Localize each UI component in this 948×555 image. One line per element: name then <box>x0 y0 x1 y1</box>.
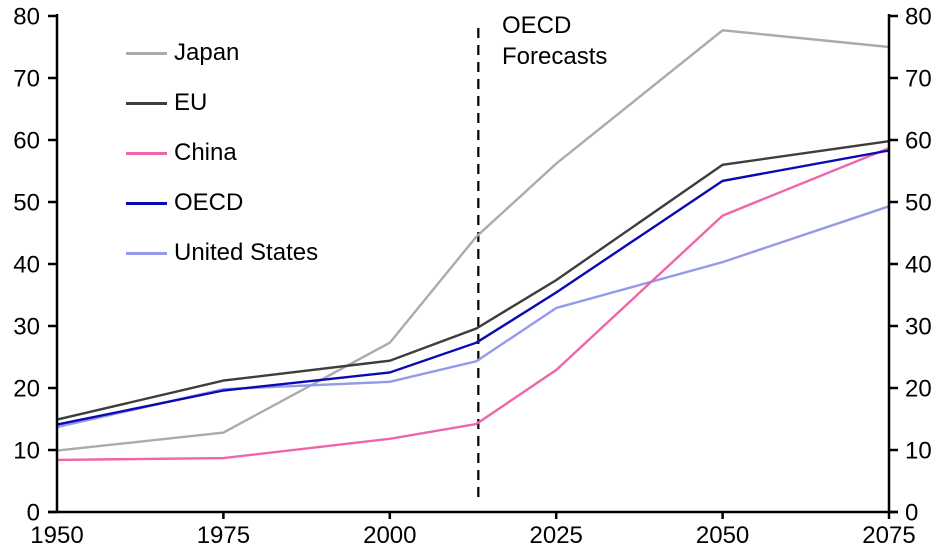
legend-label: OECD <box>174 189 244 216</box>
x-tick-label: 2075 <box>862 522 915 549</box>
left-y-tick-label: 80 <box>13 3 40 30</box>
left-y-tick-label: 60 <box>13 127 40 154</box>
forecast-annotation: OECD Forecasts <box>502 10 607 72</box>
series-line-japan <box>56 29 890 452</box>
legend-label: China <box>174 139 237 166</box>
series-line-oecd <box>56 149 890 426</box>
legend-swatch <box>126 101 167 105</box>
x-tick-label: 2025 <box>530 522 583 549</box>
right-y-tick-label: 0 <box>905 499 918 526</box>
legend-swatch <box>126 51 167 55</box>
series-line-eu <box>56 140 890 421</box>
right-y-tick-label: 70 <box>905 65 932 92</box>
legend-label: EU <box>174 89 208 116</box>
legend: Japan EU China OECD United States <box>126 28 318 278</box>
right-y-tick-label: 50 <box>905 189 932 216</box>
legend-label: Japan <box>174 39 240 66</box>
legend-item-china: China <box>126 128 318 178</box>
legend-item-eu: EU <box>126 78 318 128</box>
legend-item-oecd: OECD <box>126 178 318 228</box>
left-y-tick-label: 10 <box>13 437 40 464</box>
left-y-tick-label: 70 <box>13 65 40 92</box>
right-y-tick-label: 10 <box>905 437 932 464</box>
x-tick-label: 2050 <box>696 522 749 549</box>
legend-swatch <box>126 201 167 205</box>
x-tick-label: 1950 <box>30 522 83 549</box>
series-line-united-states <box>56 205 890 429</box>
x-tick-label: 2000 <box>363 522 416 549</box>
left-y-tick-label: 20 <box>13 375 40 402</box>
x-tick-label: 1975 <box>197 522 250 549</box>
legend-swatch <box>126 151 167 155</box>
forecast-annotation-line2: Forecasts <box>502 43 608 70</box>
left-y-tick-label: 50 <box>13 189 40 216</box>
legend-label: United States <box>174 239 319 266</box>
legend-item-united-states: United States <box>126 228 318 278</box>
right-y-tick-label: 80 <box>905 3 932 30</box>
legend-swatch <box>126 251 167 255</box>
series-line-china <box>56 146 890 462</box>
right-y-tick-label: 40 <box>905 251 932 278</box>
left-y-tick-label: 30 <box>13 313 40 340</box>
left-y-tick-label: 0 <box>27 499 40 526</box>
right-y-tick-label: 60 <box>905 127 932 154</box>
legend-item-japan: Japan <box>126 28 318 78</box>
forecast-annotation-line1: OECD <box>502 12 572 39</box>
left-y-tick-label: 40 <box>13 251 40 278</box>
right-y-tick-label: 30 <box>905 313 932 340</box>
right-y-tick-label: 20 <box>905 375 932 402</box>
